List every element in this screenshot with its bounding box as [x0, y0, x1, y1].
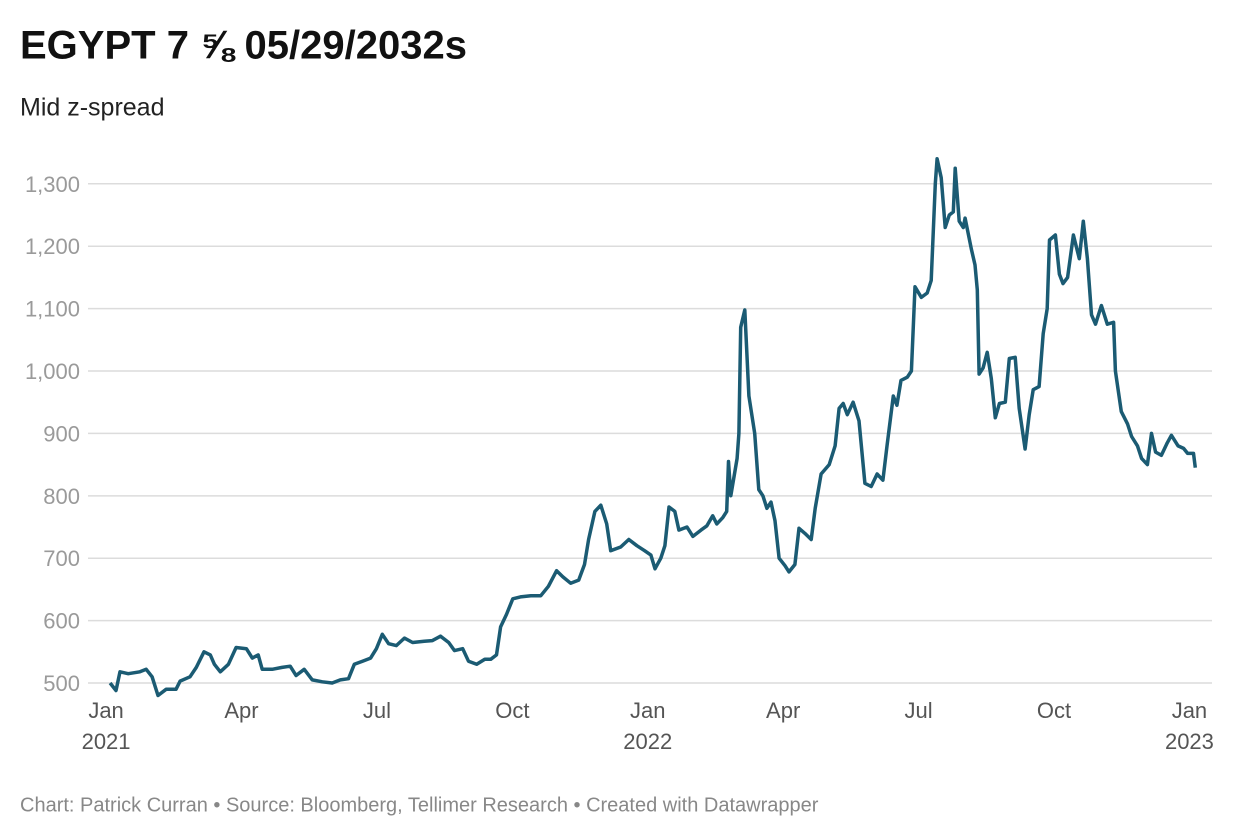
y-tick-label: 700: [43, 546, 80, 571]
chart-subtitle: Mid z-spread: [20, 94, 165, 122]
x-tick-label: Apr: [766, 698, 800, 723]
y-tick-label: 1,000: [25, 359, 80, 384]
y-tick-label: 1,300: [25, 172, 80, 197]
y-tick-label: 1,200: [25, 234, 80, 259]
y-tick-label: 800: [43, 484, 80, 509]
x-tick-label: Jul: [363, 698, 391, 723]
x-tick-label: Jan 2023: [1165, 698, 1214, 754]
series-line: [108, 157, 1198, 698]
x-tick-label: Oct: [495, 698, 529, 723]
y-tick-label: 600: [43, 609, 80, 634]
y-tick-label: 1,100: [25, 297, 80, 322]
x-tick-label: Oct: [1037, 698, 1071, 723]
y-tick-label: 900: [43, 421, 80, 446]
x-tick-label: Jan 2022: [623, 698, 672, 754]
chart-source: Chart: Patrick Curran • Source: Bloomber…: [20, 794, 819, 816]
x-tick-label: Jul: [905, 698, 933, 723]
chart-title: EGYPT 7 ⅝ 05/29/2032s: [20, 24, 467, 68]
y-tick-label: 500: [43, 671, 80, 696]
x-tick-label: Jan 2021: [82, 698, 131, 754]
x-tick-label: Apr: [224, 698, 258, 723]
